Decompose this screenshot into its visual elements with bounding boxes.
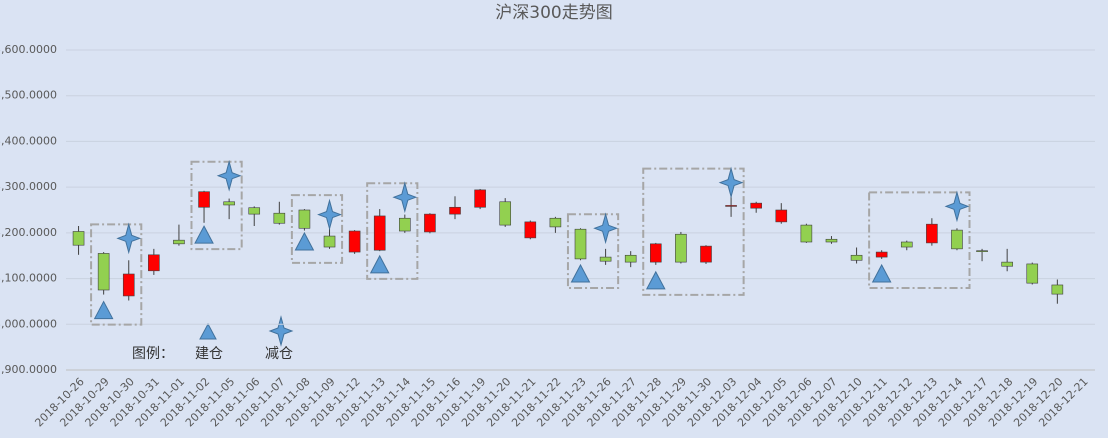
sell-marker [593,212,619,245]
candle-body [649,243,662,263]
candle-body [223,201,235,206]
candle-body [926,223,938,244]
candle-body [599,256,612,262]
signal-box [366,182,419,280]
buy-marker [294,231,315,251]
signal-box [190,160,243,251]
legend-sell-label: 减仓 [265,346,293,362]
sell-marker [216,159,242,192]
candle-body [1001,261,1013,267]
sell-marker [392,181,418,214]
buy-marker [369,254,390,274]
candle-body [976,250,988,252]
candle-body [574,228,587,260]
candle-body [298,209,311,229]
y-tick-label: 2,900.0000 [0,363,57,376]
candle-body [825,238,838,243]
candle-body [122,273,135,297]
candle-body [148,254,160,272]
buy-marker [194,225,214,244]
candle-body [524,221,537,239]
y-tick-label: 3,500.0000 [0,89,57,102]
buy-marker [93,300,114,320]
buy-marker [871,263,892,283]
candle-body [750,202,762,209]
sell-marker [718,166,744,199]
candle-body [373,215,386,251]
candle-body [198,191,210,208]
candle-body [1026,263,1039,284]
signal-box [642,167,745,296]
candle-body [624,254,637,263]
candle-body [72,231,85,246]
sell-marker [116,222,142,255]
candle-body [399,217,411,232]
y-tick-label: 3,100.0000 [0,272,57,285]
legend-title: 图例： [132,346,174,362]
candle-body [900,241,913,248]
signal-box [868,191,971,289]
candle-body [549,217,562,228]
candle-body [323,235,336,248]
y-tick-label: 3,000.0000 [0,317,57,330]
candle-body [850,254,863,261]
candle-body [700,245,712,263]
legend-buy-icon [199,322,217,340]
candle-body [474,189,486,208]
candle-body [725,205,737,207]
sell-marker [317,198,342,231]
y-tick-label: 3,200.0000 [0,226,57,239]
candle-body [951,229,963,250]
candle-body [800,224,813,243]
signal-box [566,213,620,290]
buy-marker [645,270,666,290]
candle-body [449,206,461,215]
legend-buy-label: 建仓 [195,346,223,362]
signal-box [90,223,143,326]
y-tick-label: 3,600.0000 [0,43,57,56]
candle-body [1051,284,1064,295]
candle-body [273,212,286,224]
y-tick-label: 3,400.0000 [0,134,57,147]
candle-body [348,230,361,253]
candle-body [875,251,888,258]
y-tick-label: 3,300.0000 [0,180,57,193]
candle-body [97,253,110,291]
signal-box [290,194,344,264]
candle-body [675,233,687,263]
chart-title: 沪深300走势图 [495,3,612,23]
candle-body [173,239,185,245]
candle-body [424,213,436,233]
buy-marker [570,263,591,283]
sell-marker [944,190,970,223]
legend-sell-icon [268,315,294,347]
candle-body [499,201,512,226]
candle-body [248,207,261,215]
candle-body [775,209,788,223]
